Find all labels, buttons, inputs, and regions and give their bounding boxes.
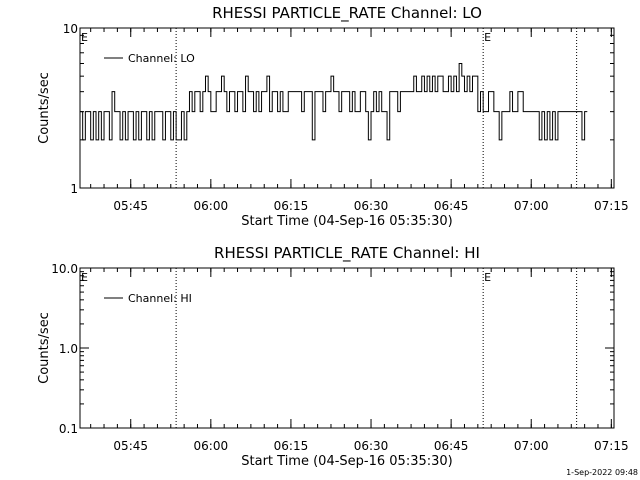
panel-2-title: RHESSI PARTICLE_RATE Channel: HI [214,244,480,263]
panel-1-xtick-label: 06:30 [354,199,389,213]
panel-1-xtick-label: 07:15 [594,199,629,213]
panel-2-legend-label: Channel: HI [128,292,192,305]
plot-timestamp: 1-Sep-2022 09:48 [566,468,638,477]
panel-2-xtick-label: 07:00 [514,439,549,453]
panel-2-xtick-label: 06:30 [354,439,389,453]
panel-1-xlabel: Start Time (04-Sep-16 05:35:30) [241,214,452,229]
panel-2-event-marker: E [81,271,88,284]
panel-1-legend-label: Channel: LO [128,52,195,65]
panel-1-xtick-label: 06:00 [194,199,229,213]
panel-1-ytick-label: 1 [70,182,78,196]
panel-2-xtick-label: 05:45 [113,439,148,453]
panel-2-xtick-label: 07:15 [594,439,629,453]
panel-1-xtick-label: 07:00 [514,199,549,213]
panel-1-ylabel: Counts/sec [37,72,52,144]
panel-1-title: RHESSI PARTICLE_RATE Channel: LO [212,4,482,23]
panel-1-xtick-label: 05:45 [113,199,148,213]
panel-2-xtick-label: 06:00 [194,439,229,453]
panel-1-series-line-1 [80,63,588,141]
panel-2-event-marker: E [484,271,491,284]
panel-2-ytick-label: 10.0 [51,262,78,276]
panel-2-ytick-label: 1.0 [59,342,78,356]
panel-2-ylabel: Counts/sec [37,312,52,384]
panel-2-ytick-label: 0.1 [59,422,78,436]
panel-1-ytick-label: 10 [63,22,78,36]
panel-1-event-marker: E [81,31,88,44]
panel-2-xtick-label: 06:15 [274,439,309,453]
panel-1-xtick-label: 06:15 [274,199,309,213]
panel-1-frame [79,27,615,189]
panel-2-xtick-label: 06:45 [434,439,469,453]
panel-1-xtick-label: 06:45 [434,199,469,213]
panel-1-event-marker: E [484,31,491,44]
panel-2-xlabel: Start Time (04-Sep-16 05:35:30) [241,454,452,469]
